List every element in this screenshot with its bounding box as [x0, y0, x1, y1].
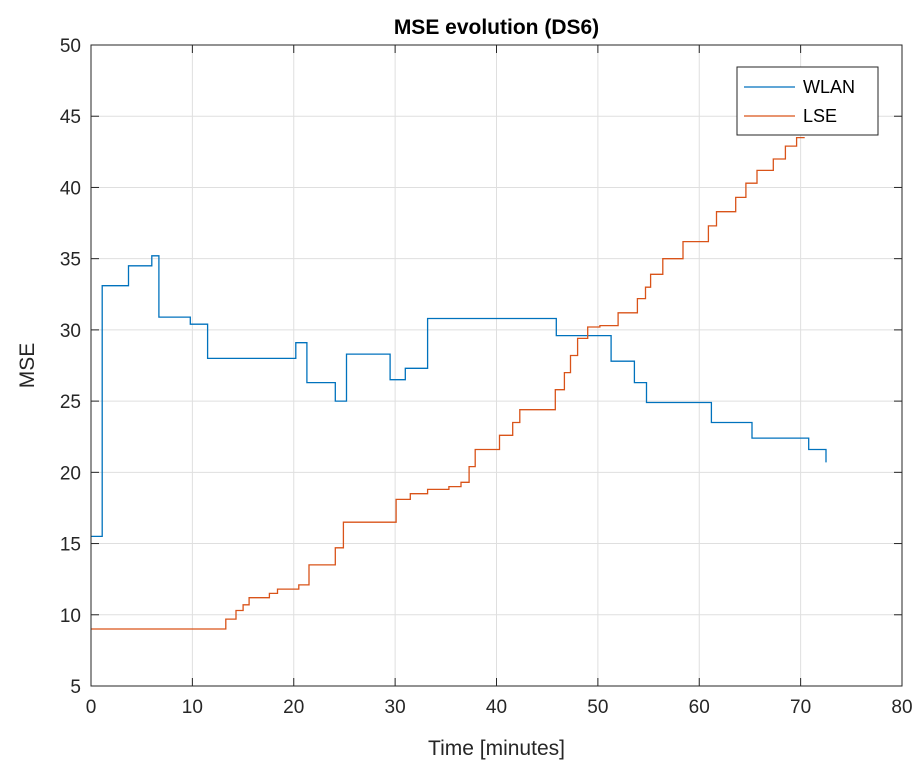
series-lines	[91, 136, 827, 630]
y-axis-label: MSE	[16, 343, 39, 389]
x-axis-label: Time [minutes]	[428, 737, 565, 760]
y-tick-label: 40	[60, 178, 81, 199]
legend: WLAN LSE	[736, 66, 879, 136]
legend-label-lse: LSE	[803, 106, 837, 126]
x-tick-label: 30	[385, 697, 406, 718]
y-tick-label: 45	[60, 107, 81, 128]
y-tick-label: 10	[60, 606, 81, 627]
y-tick-label: 25	[60, 392, 81, 413]
x-tick-label: 0	[86, 697, 97, 718]
series-line-wlan	[91, 255, 827, 538]
legend-label-wlan: WLAN	[803, 77, 855, 97]
legend-box	[736, 66, 879, 136]
series-line-lse	[91, 136, 805, 630]
y-tick-label: 35	[60, 250, 81, 271]
y-tick-label: 20	[60, 463, 81, 484]
x-tick-label: 40	[486, 697, 507, 718]
x-tick-label: 10	[182, 697, 203, 718]
x-tick-label: 60	[689, 697, 710, 718]
x-tick-label: 50	[587, 697, 608, 718]
tick-labels: 0 10 20 30 40 50 60 70 80 5 10 15 20 25 30 35 40 45 50	[60, 36, 913, 718]
y-tick-label: 5	[70, 677, 81, 698]
y-tick-label: 50	[60, 36, 81, 57]
x-tick-label: 20	[283, 697, 304, 718]
x-tick-label: 80	[891, 697, 912, 718]
chart-title: MSE evolution (DS6)	[394, 16, 599, 39]
tick-marks	[90, 44, 903, 687]
x-tick-label: 70	[790, 697, 811, 718]
y-tick-label: 30	[60, 321, 81, 342]
y-tick-label: 15	[60, 535, 81, 556]
